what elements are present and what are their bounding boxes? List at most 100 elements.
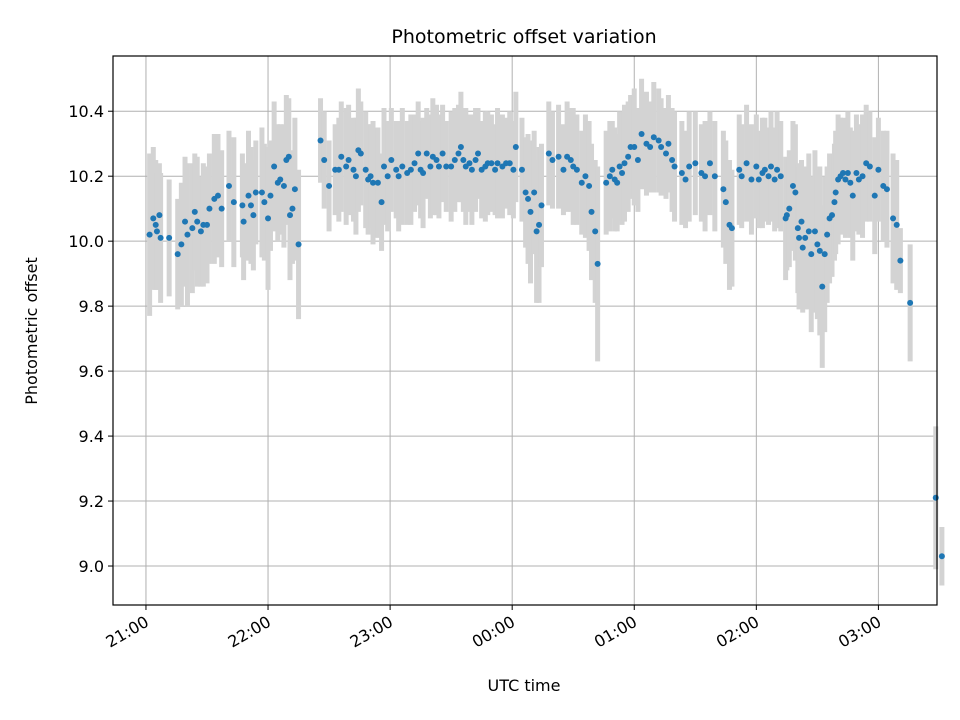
data-point [285, 153, 292, 160]
data-point [182, 218, 189, 225]
data-point [146, 231, 153, 238]
data-point [184, 231, 191, 238]
data-point [393, 166, 400, 173]
data-point [506, 160, 513, 167]
y-tick-label: 10.2 [68, 167, 104, 186]
data-point [631, 143, 638, 150]
data-point [150, 215, 157, 222]
data-point [890, 215, 897, 222]
data-point [824, 231, 831, 238]
data-point [240, 218, 247, 225]
data-point [261, 199, 268, 206]
data-point [420, 169, 427, 176]
data-point [153, 228, 160, 235]
data-point [494, 160, 501, 167]
data-point [395, 173, 402, 180]
data-point [218, 205, 225, 212]
data-point [522, 189, 529, 196]
data-point [619, 169, 626, 176]
data-point [457, 143, 464, 150]
data-point [326, 182, 333, 189]
data-point [191, 208, 198, 215]
data-point [634, 156, 641, 163]
data-point [156, 212, 163, 219]
data-point [753, 163, 760, 170]
data-point [662, 150, 669, 157]
data-point [609, 166, 616, 173]
data-point [786, 205, 793, 212]
data-point [448, 163, 455, 170]
data-point [932, 494, 939, 501]
data-point [821, 251, 828, 258]
data-point [738, 173, 745, 180]
data-point [814, 241, 821, 248]
data-point [527, 208, 534, 215]
data-point [345, 156, 352, 163]
data-point [883, 186, 890, 193]
data-point [510, 166, 517, 173]
data-point [512, 143, 519, 150]
data-point [606, 173, 613, 180]
data-point [203, 221, 210, 228]
data-point [350, 166, 357, 173]
data-point [783, 212, 790, 219]
data-point [433, 156, 440, 163]
data-point [805, 228, 812, 235]
data-point [194, 218, 201, 225]
data-point [831, 199, 838, 206]
data-point [847, 179, 854, 186]
data-point [230, 199, 237, 206]
data-point [533, 228, 540, 235]
data-point [808, 251, 815, 258]
data-point [647, 143, 654, 150]
y-axis-title: Photometric offset [22, 257, 41, 405]
data-point [774, 166, 781, 173]
data-point [748, 176, 755, 183]
data-point [206, 205, 213, 212]
data-point [706, 160, 713, 167]
data-point [451, 156, 458, 163]
data-point [702, 173, 709, 180]
data-point [893, 221, 900, 228]
data-point [178, 241, 185, 248]
chart-title: Photometric offset variation [391, 26, 656, 48]
data-point [588, 208, 595, 215]
data-point [488, 160, 495, 167]
data-point [271, 163, 278, 170]
data-point [722, 199, 729, 206]
data-point [736, 166, 743, 173]
y-tick-label: 9.4 [79, 427, 104, 446]
data-point [352, 173, 359, 180]
data-point [871, 192, 878, 199]
data-point [792, 189, 799, 196]
data-point [796, 234, 803, 241]
data-point [455, 150, 462, 157]
y-tick-label: 9.2 [79, 492, 104, 511]
data-point [362, 166, 369, 173]
data-point [291, 186, 298, 193]
data-point [621, 160, 628, 167]
data-point [545, 150, 552, 157]
data-point [765, 173, 772, 180]
data-point [423, 150, 430, 157]
data-point [802, 234, 809, 241]
data-point [174, 251, 181, 258]
data-point [277, 176, 284, 183]
data-point [560, 166, 567, 173]
data-point [592, 228, 599, 235]
data-point [384, 173, 391, 180]
data-point [258, 189, 265, 196]
data-point [189, 225, 196, 232]
data-point [849, 192, 856, 199]
data-point [289, 205, 296, 212]
data-point [789, 182, 796, 189]
data-point [567, 156, 574, 163]
data-point [614, 179, 621, 186]
data-point [897, 257, 904, 264]
data-point [538, 202, 545, 209]
data-point [586, 182, 593, 189]
data-point [475, 150, 482, 157]
data-point [829, 212, 836, 219]
data-point [317, 137, 324, 144]
